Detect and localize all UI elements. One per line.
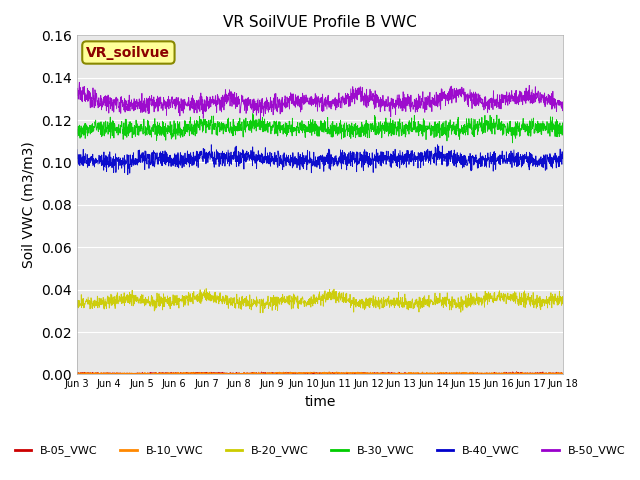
Legend: B-05_VWC, B-10_VWC, B-20_VWC, B-30_VWC, B-40_VWC, B-50_VWC: B-05_VWC, B-10_VWC, B-20_VWC, B-30_VWC, … <box>10 441 630 461</box>
Y-axis label: Soil VWC (m3/m3): Soil VWC (m3/m3) <box>21 142 35 268</box>
X-axis label: time: time <box>304 395 336 409</box>
Text: VR_soilvue: VR_soilvue <box>86 46 170 60</box>
Title: VR SoilVUE Profile B VWC: VR SoilVUE Profile B VWC <box>223 15 417 30</box>
